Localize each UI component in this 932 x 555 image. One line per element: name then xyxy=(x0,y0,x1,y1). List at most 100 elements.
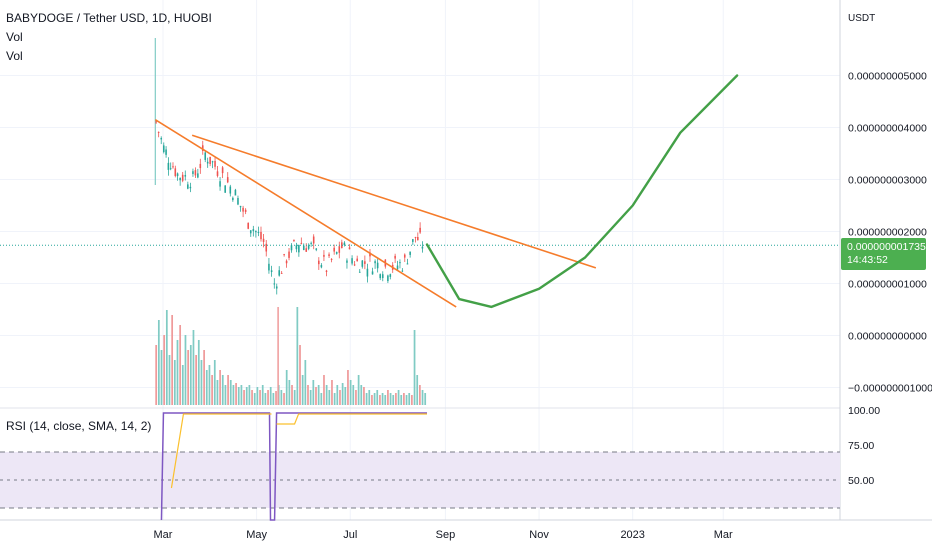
trendline[interactable] xyxy=(191,134,597,269)
volume-bar xyxy=(325,385,328,405)
candle-body xyxy=(214,160,216,167)
candle-body xyxy=(358,271,361,273)
volume-bar xyxy=(155,345,158,405)
candle-body xyxy=(387,275,389,282)
candle-body xyxy=(184,175,187,177)
volume-bar xyxy=(307,385,309,405)
candle-body xyxy=(353,264,356,266)
current-price-label: 0.000000001735 xyxy=(847,241,926,253)
candle-body xyxy=(172,166,174,168)
volume-bar xyxy=(323,375,325,405)
candle-body xyxy=(412,239,414,242)
candle-body xyxy=(247,222,250,229)
volume-bar xyxy=(304,360,307,405)
volume-bar xyxy=(248,385,251,405)
candle-body xyxy=(396,265,399,270)
volume-bar xyxy=(227,375,229,405)
price-tick-label: 0.000000005000 xyxy=(848,71,927,83)
volume-bar xyxy=(245,387,248,405)
volume-bar xyxy=(256,387,259,405)
candle-body xyxy=(419,227,421,233)
candle-body xyxy=(389,274,392,277)
volume-bar xyxy=(360,385,363,405)
time-tick-label: 2023 xyxy=(620,529,644,541)
candle-body xyxy=(268,263,270,271)
volume-bar xyxy=(341,383,344,405)
candle-body xyxy=(265,243,268,252)
volume-bar xyxy=(368,390,371,405)
volume-bar xyxy=(197,340,200,405)
candle-body xyxy=(338,246,341,253)
volume-bar xyxy=(339,390,341,405)
volume-bar xyxy=(219,370,221,405)
candle-body xyxy=(328,254,330,257)
candle-body xyxy=(280,272,283,274)
trendline[interactable] xyxy=(154,119,457,308)
projection-curve[interactable] xyxy=(425,74,739,309)
volume-bar xyxy=(309,390,312,405)
candle-body xyxy=(290,245,293,251)
volume-bar xyxy=(179,325,182,405)
candle-body xyxy=(165,149,167,155)
price-tick-label: −0.000000001000 xyxy=(848,383,932,395)
candle-body xyxy=(376,262,379,269)
price-tick-label: 0.000000000000 xyxy=(848,331,927,343)
volume-bar xyxy=(395,393,397,405)
volume-bar xyxy=(416,375,419,405)
candle-body xyxy=(179,177,181,181)
candle-body xyxy=(216,171,219,176)
volume-bar xyxy=(251,390,253,405)
candle-body xyxy=(192,171,194,174)
candle-body xyxy=(273,283,276,285)
volume-bar xyxy=(200,360,203,405)
volume-bar xyxy=(195,355,197,405)
candle-body xyxy=(333,247,335,252)
rsi-ma-line[interactable] xyxy=(170,413,427,489)
candle-body xyxy=(160,138,163,140)
volume-bar xyxy=(389,393,392,405)
time-tick-label: Sep xyxy=(436,529,456,541)
time-tick-label: Jul xyxy=(343,529,357,541)
candle-body xyxy=(234,189,237,196)
volume-legend-1[interactable]: Vol xyxy=(6,30,23,44)
volume-bar xyxy=(187,350,189,405)
volume-bar xyxy=(269,387,272,405)
volume-bar xyxy=(288,380,291,405)
candle-body xyxy=(155,121,157,123)
volume-bar xyxy=(312,380,315,405)
volume-bar xyxy=(347,370,349,405)
volume-bar xyxy=(272,393,275,405)
rsi-line[interactable] xyxy=(160,412,427,521)
volume-bar xyxy=(291,385,293,405)
volume-bar xyxy=(357,375,360,405)
candle-body xyxy=(361,260,364,267)
candle-body xyxy=(403,254,406,258)
candle-body xyxy=(252,229,255,232)
candle-body xyxy=(187,184,189,189)
time-tick-label: Mar xyxy=(714,529,733,541)
price-axis-unit: USDT xyxy=(848,13,875,24)
volume-bar xyxy=(211,375,213,405)
symbol-legend[interactable]: BABYDOGE / Tether USD, 1D, HUOBI xyxy=(6,11,212,25)
candle-body xyxy=(278,270,281,276)
candle-body xyxy=(181,174,184,181)
current-price-badge: 0.000000001735 14:43:52 xyxy=(841,238,926,270)
volume-legend-2[interactable]: Vol xyxy=(6,49,23,63)
rsi-legend[interactable]: RSI (14, close, SMA, 14, 2) xyxy=(6,419,152,433)
volume-bar xyxy=(184,335,187,405)
candle-body xyxy=(157,131,160,133)
candle-body xyxy=(194,170,197,176)
volume-bar xyxy=(328,390,331,405)
candle-body xyxy=(310,242,312,244)
volume-bar xyxy=(163,335,166,405)
volume-bar xyxy=(267,390,269,405)
volume-bar xyxy=(221,375,224,405)
volume-bar xyxy=(264,393,267,405)
volume-bar xyxy=(424,393,427,405)
candle-body xyxy=(312,236,315,244)
candle-body xyxy=(381,274,384,279)
volume-bar xyxy=(160,350,163,405)
candle-body xyxy=(224,185,226,193)
